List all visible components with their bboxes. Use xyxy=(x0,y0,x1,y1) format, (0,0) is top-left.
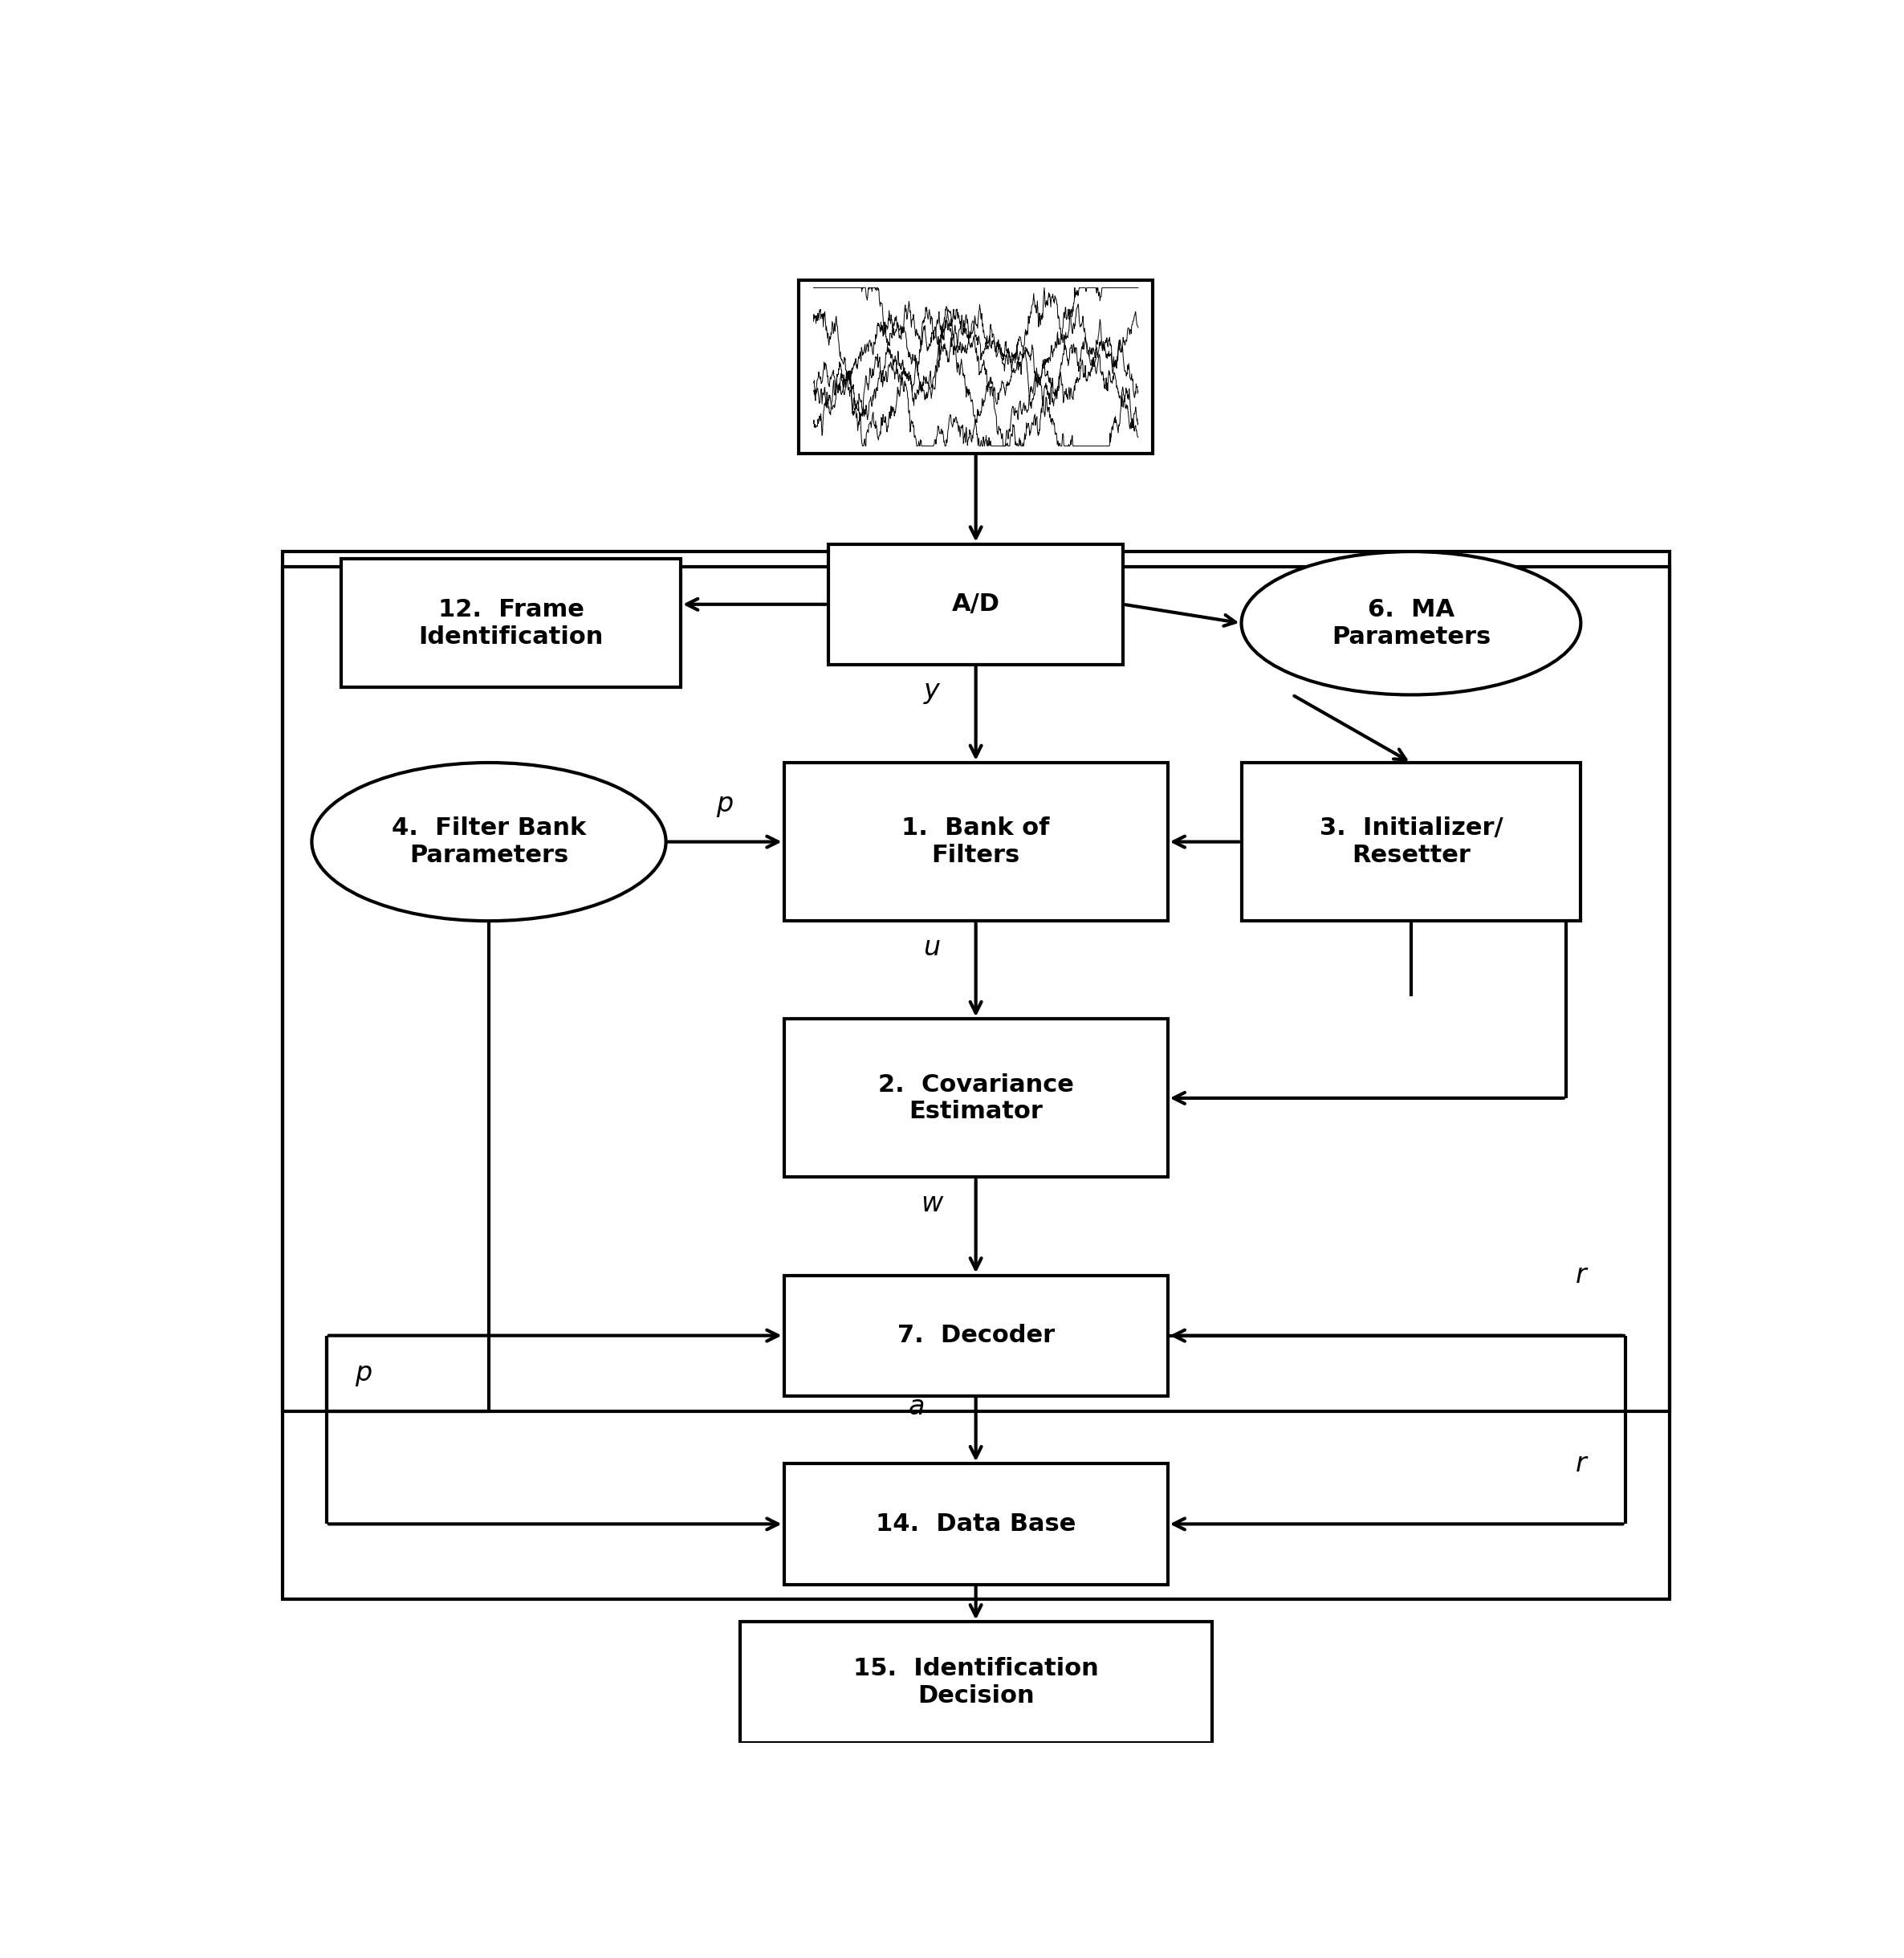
Text: a: a xyxy=(908,1394,925,1420)
Bar xyxy=(784,762,1167,920)
Text: A/D: A/D xyxy=(952,593,1000,617)
Text: 14.  Data Base: 14. Data Base xyxy=(876,1512,1076,1535)
Bar xyxy=(784,1275,1167,1396)
Bar xyxy=(282,566,1670,1412)
Bar xyxy=(828,544,1123,664)
Text: 2.  Covariance
Estimator: 2. Covariance Estimator xyxy=(878,1073,1074,1124)
Text: y: y xyxy=(923,677,939,705)
Bar xyxy=(784,1465,1167,1584)
Ellipse shape xyxy=(312,762,666,920)
Text: 15.  Identification
Decision: 15. Identification Decision xyxy=(853,1656,1099,1707)
Text: u: u xyxy=(923,934,941,961)
Text: 3.  Initializer/
Resetter: 3. Initializer/ Resetter xyxy=(1319,816,1502,867)
Text: r: r xyxy=(1575,1451,1586,1476)
Text: 12.  Frame
Identification: 12. Frame Identification xyxy=(419,597,604,648)
Bar xyxy=(784,1018,1167,1177)
Text: 4.  Filter Bank
Parameters: 4. Filter Bank Parameters xyxy=(392,816,586,867)
Text: w: w xyxy=(922,1190,942,1216)
Bar xyxy=(282,552,1670,1600)
Ellipse shape xyxy=(1241,552,1580,695)
Bar xyxy=(341,560,682,687)
Text: p: p xyxy=(354,1361,371,1386)
Text: 7.  Decoder: 7. Decoder xyxy=(897,1324,1055,1347)
Text: 1.  Bank of
Filters: 1. Bank of Filters xyxy=(902,816,1049,867)
Text: r: r xyxy=(1575,1263,1586,1288)
Bar xyxy=(800,280,1154,454)
Bar xyxy=(1241,762,1580,920)
Text: p: p xyxy=(716,791,733,816)
Bar xyxy=(741,1621,1213,1743)
Text: 6.  MA
Parameters: 6. MA Parameters xyxy=(1331,597,1491,648)
